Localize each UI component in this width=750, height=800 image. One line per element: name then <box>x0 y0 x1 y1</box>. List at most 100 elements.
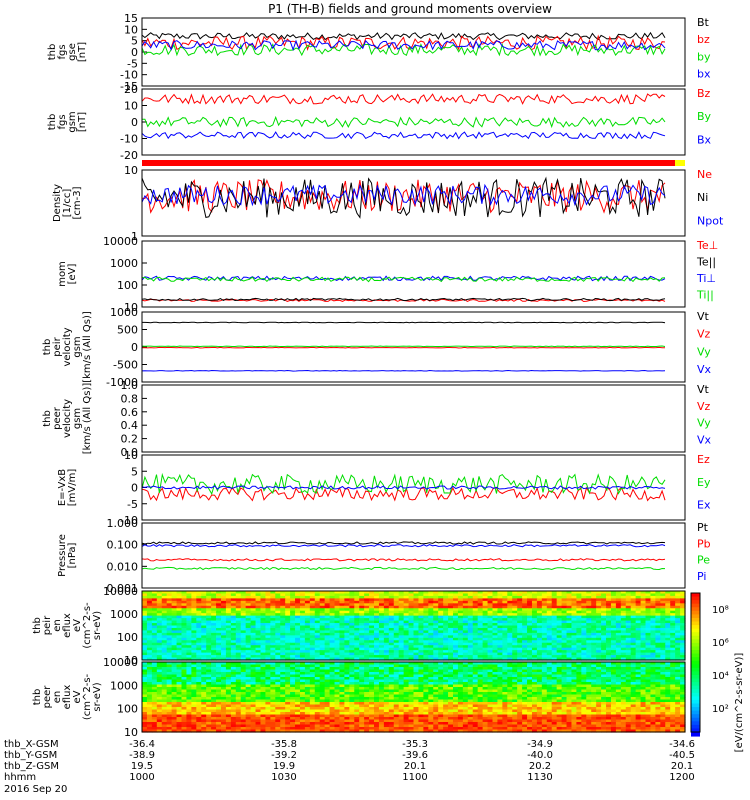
heatmap-cell <box>240 618 247 622</box>
heatmap-cell <box>220 694 227 698</box>
heatmap-cell <box>655 618 661 622</box>
heatmap-cell <box>146 620 153 624</box>
heatmap-cell <box>576 605 582 609</box>
heatmap-cell <box>581 650 587 654</box>
heatmap-cell <box>191 679 197 683</box>
heatmap-cell <box>374 694 380 698</box>
legend-label: Bz <box>697 87 711 100</box>
heatmap-cell <box>329 679 336 683</box>
ylabel-line: [cm-3] <box>72 186 83 219</box>
heatmap-cell <box>630 677 637 681</box>
heatmap-cell <box>531 595 538 599</box>
heatmap-cell <box>151 684 158 688</box>
heatmap-cell <box>660 593 666 597</box>
heatmap-cell <box>423 632 429 636</box>
heatmap-cell <box>615 632 622 636</box>
heatmap-cell <box>492 600 499 604</box>
heatmap-cell <box>448 664 454 668</box>
heatmap-cell <box>161 625 168 629</box>
heatmap-cell <box>502 697 508 701</box>
heatmap-cell <box>596 630 602 634</box>
heatmap-cell <box>606 615 612 619</box>
heatmap-cell <box>531 615 538 619</box>
heatmap-cell <box>665 647 671 651</box>
heatmap-cell <box>502 632 508 636</box>
heatmap-cell <box>354 625 360 629</box>
heatmap-cell <box>625 689 632 693</box>
heatmap-cell <box>166 647 173 651</box>
heatmap-cell <box>388 635 395 639</box>
heatmap-cell <box>280 655 286 659</box>
heatmap-cell <box>354 613 360 617</box>
heatmap-cell <box>206 684 212 688</box>
heatmap-cell <box>660 689 666 693</box>
heatmap-cell <box>502 623 508 627</box>
heatmap-cell <box>176 667 183 671</box>
heatmap-cell <box>586 593 592 597</box>
heatmap-cell <box>482 623 489 627</box>
heatmap-cell <box>186 662 192 666</box>
heatmap-cell <box>334 672 341 676</box>
heatmap-cell <box>576 694 582 698</box>
heatmap-cell <box>576 645 582 649</box>
heatmap-cell <box>275 672 281 676</box>
heatmap-cell <box>596 677 602 681</box>
heatmap-cell <box>265 608 271 612</box>
heatmap-cell <box>374 669 380 673</box>
heatmap-cell <box>235 652 242 656</box>
heatmap-cell <box>536 608 543 612</box>
heatmap-cell <box>191 692 197 696</box>
heatmap-cell <box>591 674 597 678</box>
heatmap-cell <box>398 669 405 673</box>
heatmap-cell <box>640 613 647 617</box>
heatmap-cell <box>334 625 341 629</box>
heatmap-cell <box>364 627 370 632</box>
heatmap-cell <box>290 642 296 646</box>
heatmap-cell <box>245 595 252 599</box>
heatmap-cell <box>383 645 390 649</box>
heatmap-cell <box>216 595 222 599</box>
heatmap-cell <box>586 645 592 649</box>
heatmap-cell <box>334 591 341 595</box>
heatmap-cell <box>260 610 267 614</box>
heatmap-cell <box>443 610 449 614</box>
heatmap-cell <box>319 625 326 629</box>
heatmap-cell <box>472 674 479 678</box>
heatmap-cell <box>211 650 217 654</box>
heatmap-cell <box>369 618 375 622</box>
heatmap-cell <box>591 647 597 651</box>
heatmap-cell <box>640 689 647 693</box>
heatmap-cell <box>151 672 158 676</box>
heatmap-cell <box>201 652 207 656</box>
heatmap-cell <box>452 591 459 595</box>
heatmap-cell <box>477 672 484 676</box>
heatmap-cell <box>388 679 395 683</box>
heatmap-cell <box>566 684 573 688</box>
heatmap-cell <box>299 662 306 666</box>
heatmap-cell <box>640 650 647 654</box>
heatmap-cell <box>354 687 360 691</box>
heatmap-cell <box>457 687 464 691</box>
heatmap-cell <box>418 630 424 634</box>
heatmap-cell <box>309 684 316 688</box>
heatmap-cell <box>156 618 163 622</box>
heatmap-cell <box>235 655 242 659</box>
heatmap-cell <box>581 595 587 599</box>
ylabel: thbpeervelocitygsm[km/s (All Qs)] <box>42 383 93 455</box>
heatmap-cell <box>645 679 652 683</box>
heatmap-cell <box>275 632 281 636</box>
heatmap-cell <box>270 677 276 681</box>
heatmap-cell <box>472 632 479 636</box>
heatmap-cell <box>576 647 582 651</box>
heatmap-cell <box>176 672 183 676</box>
heatmap-cell <box>393 697 400 701</box>
heatmap-cell <box>615 652 622 656</box>
legend-label: Vz <box>697 400 711 413</box>
heatmap-cell <box>354 605 360 609</box>
heatmap-cell <box>250 689 257 693</box>
heatmap-cell <box>151 674 158 678</box>
heatmap-cell <box>472 694 479 698</box>
heatmap-cell <box>650 610 656 614</box>
heatmap-cell <box>176 593 183 597</box>
